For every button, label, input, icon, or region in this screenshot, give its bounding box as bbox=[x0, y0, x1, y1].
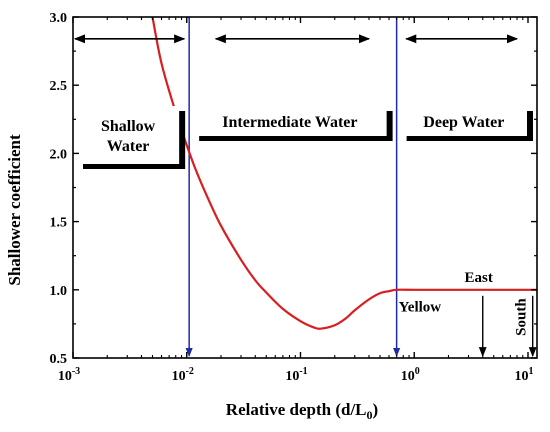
plot-frame bbox=[72, 16, 538, 359]
region-label-line: Deep Water bbox=[423, 114, 504, 131]
marker-south: South bbox=[514, 295, 537, 357]
y-tick-label: 1.0 bbox=[50, 284, 68, 299]
marker-label: South bbox=[514, 298, 530, 336]
marker-label: East bbox=[465, 270, 493, 286]
region-label-line: Water bbox=[107, 138, 150, 155]
marker-yellow: Yellow bbox=[399, 300, 442, 316]
x-tick-label: 101 bbox=[514, 366, 533, 384]
region-box bbox=[77, 106, 180, 164]
y-tick-label: 2.0 bbox=[50, 147, 68, 162]
x-axis-title-close: ) bbox=[373, 400, 379, 419]
axes-layer: 0.5 1.0 1.5 2.0 2.5 3.0 10-3 10-2 10-1 100 101 bbox=[50, 11, 538, 384]
region-box bbox=[193, 106, 387, 136]
y-tick-label: 3.0 bbox=[50, 11, 68, 26]
x-axis-title-sub: 0 bbox=[367, 408, 373, 422]
marker-east: East bbox=[465, 270, 493, 357]
y-tick-label: 1.5 bbox=[50, 216, 68, 231]
boundary-layer bbox=[185, 17, 401, 357]
marker-layer: Yellow East South bbox=[399, 270, 537, 357]
region-label-2: Intermediate Water bbox=[193, 106, 393, 141]
x-axis-title-group: Relative depth (d/L0) bbox=[226, 400, 378, 422]
y-axis-title: Shallower coefficient bbox=[5, 134, 24, 286]
y-tick-label: 0.5 bbox=[50, 352, 68, 367]
marker-label: Yellow bbox=[399, 300, 442, 316]
series-line-1 bbox=[151, 17, 537, 330]
x-tick-label: 10-1 bbox=[285, 366, 307, 384]
y-axis-title-group: Shallower coefficient bbox=[5, 134, 24, 286]
x-tick-label: 10-2 bbox=[172, 366, 194, 384]
region-label-3: Deep Water bbox=[400, 106, 533, 141]
region-box bbox=[400, 106, 527, 136]
x-axis-title-main: Relative depth (d/L bbox=[226, 400, 367, 419]
region-layer: Shallow Water Intermediate Water Deep Water bbox=[77, 106, 533, 169]
region-label-line: Intermediate Water bbox=[222, 114, 357, 131]
series-layer bbox=[151, 17, 537, 330]
region-label-line: Shallow bbox=[101, 118, 156, 135]
x-tick-label: 10-3 bbox=[58, 366, 80, 384]
x-tick-label: 100 bbox=[401, 366, 420, 384]
region-label-1: Shallow Water bbox=[77, 106, 186, 169]
y-tick-label: 2.5 bbox=[50, 79, 68, 94]
x-axis-title: Relative depth (d/L0) bbox=[226, 400, 378, 422]
